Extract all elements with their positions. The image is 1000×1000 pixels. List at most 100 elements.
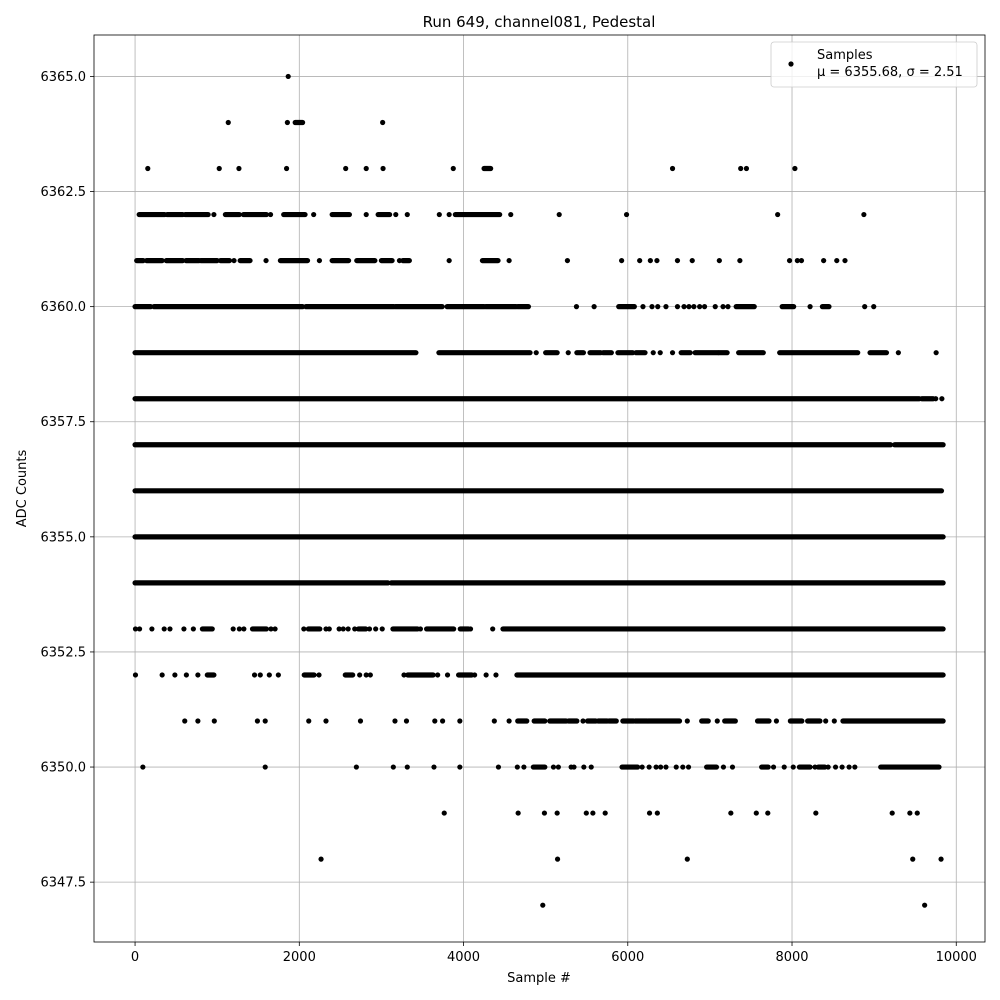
sample-point xyxy=(712,304,718,310)
sample-point xyxy=(663,304,669,310)
y-tick-label: 6360.0 xyxy=(41,300,87,315)
sample-point xyxy=(379,626,385,632)
sample-band-6353 xyxy=(272,626,278,632)
sample-point xyxy=(363,672,369,678)
sample-band-6348 xyxy=(938,856,944,862)
sample-point xyxy=(363,211,369,218)
sample-point xyxy=(657,350,663,356)
sample-point xyxy=(775,211,781,218)
y-tick-label: 6355.0 xyxy=(41,530,87,545)
sample-band-6363 xyxy=(283,165,290,172)
sample-band-6349 xyxy=(541,810,548,816)
sample-point xyxy=(457,764,463,770)
sample-point xyxy=(514,764,520,770)
sample-point xyxy=(241,626,247,632)
sample-point xyxy=(540,902,546,908)
sample-band-6350 xyxy=(262,764,268,770)
sample-point xyxy=(907,810,913,816)
sample-point xyxy=(251,672,258,678)
plot-frame xyxy=(93,34,986,943)
sample-point xyxy=(832,764,839,770)
sample-point xyxy=(236,165,242,172)
x-tick-label: 10000 xyxy=(936,950,977,965)
sample-point xyxy=(581,764,587,770)
sample-point xyxy=(457,718,463,724)
sample-point xyxy=(506,718,512,724)
sample-point xyxy=(352,626,358,632)
sample-band-6350 xyxy=(685,764,692,770)
sample-band-6360 xyxy=(697,304,703,310)
sample-band-6361 xyxy=(654,257,660,264)
sample-band-6364 xyxy=(284,119,290,126)
sample-point xyxy=(590,810,596,816)
sample-band-6353 xyxy=(241,626,247,632)
sample-band-6350 xyxy=(653,764,659,770)
sample-point xyxy=(263,257,269,264)
sample-point xyxy=(404,764,410,770)
x-axis-ticks: 0 2000 4000 6000 8000 10000 xyxy=(131,942,977,965)
sample-band-6349 xyxy=(654,810,660,816)
sample-point xyxy=(588,764,594,770)
sample-point xyxy=(697,304,703,310)
sample-band-6361 xyxy=(637,257,643,264)
sample-point xyxy=(673,764,679,770)
sample-band-6351 xyxy=(254,718,261,724)
sample-point xyxy=(933,396,939,402)
sample-point xyxy=(639,764,645,770)
sample-band-6362 xyxy=(436,211,442,218)
sample-point xyxy=(195,672,201,678)
sample-band-6349 xyxy=(590,810,596,816)
sample-band-6360 xyxy=(701,304,708,310)
sample-band-6359 xyxy=(933,350,939,356)
sample-point xyxy=(444,672,451,678)
sample-point xyxy=(267,211,274,218)
sample-point xyxy=(132,626,139,632)
sample-point xyxy=(685,764,692,770)
sample-band-6361 xyxy=(821,257,827,264)
sample-band-6360 xyxy=(591,304,597,310)
sample-point xyxy=(846,764,852,770)
sample-point xyxy=(895,350,901,356)
sample-band-6353 xyxy=(340,626,346,632)
sample-band-6360 xyxy=(862,304,868,310)
sample-band-6351 xyxy=(457,718,463,724)
sample-band-6358 xyxy=(933,396,939,402)
sample-band-6363 xyxy=(216,165,222,172)
sample-band-6363 xyxy=(145,165,151,172)
sample-point xyxy=(807,304,813,310)
sample-point xyxy=(326,626,332,632)
sample-point xyxy=(316,672,322,678)
sample-band-6353 xyxy=(181,626,187,632)
sample-band-6349 xyxy=(813,810,819,816)
sample-point xyxy=(823,718,829,724)
sample-band-6350 xyxy=(846,764,852,770)
sample-point xyxy=(686,304,692,310)
sample-point xyxy=(254,718,261,724)
sample-band-6362 xyxy=(446,211,452,218)
sample-band-6362 xyxy=(211,211,217,218)
sample-point xyxy=(132,672,139,678)
sample-point xyxy=(753,810,759,816)
sample-band-6348 xyxy=(684,856,690,862)
sample-band-6364 xyxy=(225,119,231,126)
sample-band-6353 xyxy=(490,626,496,632)
sample-band-6353 xyxy=(345,626,351,632)
sample-band-6363 xyxy=(669,165,676,172)
sample-band-6352 xyxy=(444,672,451,678)
sample-point xyxy=(435,672,441,678)
sample-point xyxy=(654,810,660,816)
sample-band-6363 xyxy=(743,165,750,172)
sample-band-6359 xyxy=(895,350,901,356)
sample-band-6353 xyxy=(352,626,358,632)
sample-band-6359 xyxy=(650,350,656,356)
sample-point xyxy=(403,718,410,724)
sample-point xyxy=(393,211,399,218)
sample-point xyxy=(136,626,143,632)
sample-band-6349 xyxy=(728,810,734,816)
sample-band-6361 xyxy=(737,257,743,264)
sample-point xyxy=(649,304,655,310)
sample-point xyxy=(790,764,796,770)
sample-band-6361 xyxy=(794,257,800,264)
sample-point xyxy=(182,718,188,724)
sample-band-6350 xyxy=(431,764,437,770)
